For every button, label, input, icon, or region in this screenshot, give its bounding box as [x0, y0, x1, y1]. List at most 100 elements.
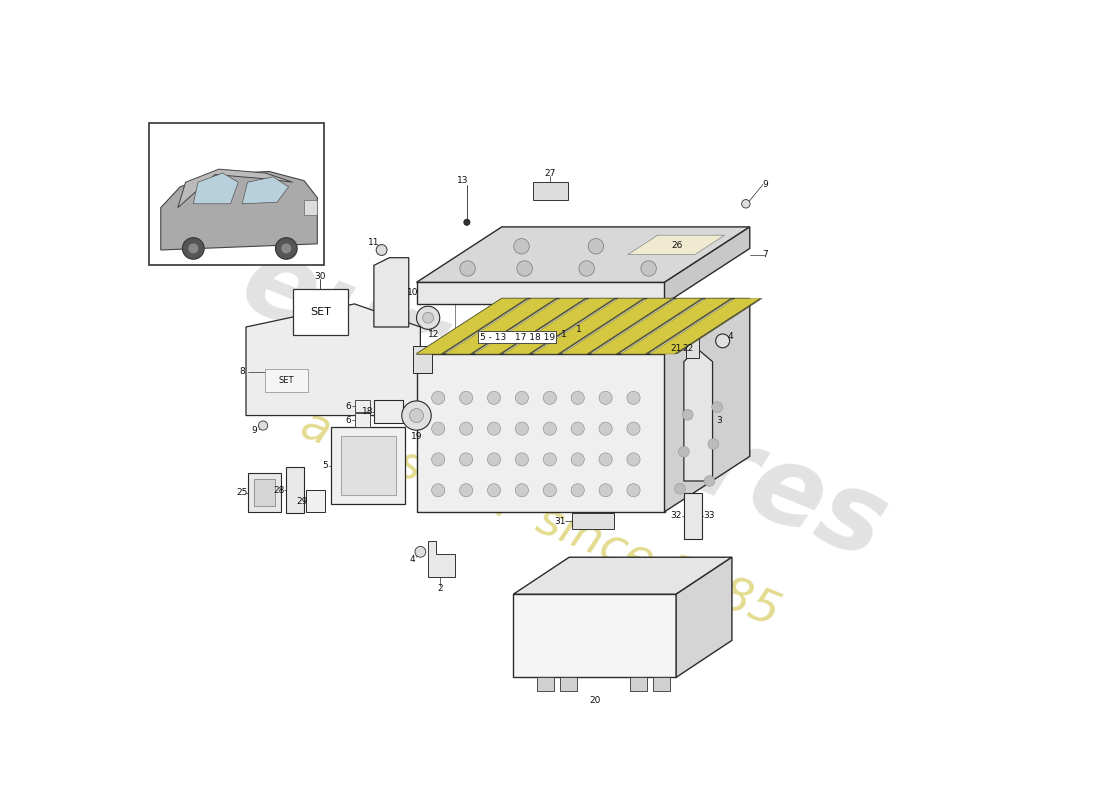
Text: 13: 13 — [458, 176, 469, 186]
Text: 2: 2 — [437, 584, 442, 594]
Circle shape — [741, 199, 750, 208]
Circle shape — [641, 261, 657, 276]
Text: 4: 4 — [410, 555, 416, 564]
Circle shape — [460, 453, 473, 466]
Polygon shape — [242, 177, 288, 204]
Circle shape — [679, 446, 690, 457]
Circle shape — [627, 391, 640, 404]
Circle shape — [704, 476, 715, 486]
Circle shape — [571, 453, 584, 466]
Polygon shape — [504, 298, 614, 354]
Polygon shape — [653, 678, 670, 691]
Text: 26: 26 — [671, 241, 683, 250]
Polygon shape — [246, 304, 420, 415]
Polygon shape — [616, 298, 704, 354]
Polygon shape — [293, 289, 349, 334]
Circle shape — [712, 402, 723, 413]
Polygon shape — [684, 349, 713, 481]
Circle shape — [543, 391, 557, 404]
Circle shape — [258, 421, 267, 430]
Circle shape — [487, 422, 500, 435]
Text: 33: 33 — [704, 511, 715, 520]
Text: 6: 6 — [345, 402, 351, 411]
Circle shape — [280, 243, 292, 254]
Polygon shape — [354, 414, 370, 427]
Polygon shape — [529, 298, 616, 354]
Circle shape — [674, 483, 685, 494]
Polygon shape — [417, 354, 664, 512]
Circle shape — [571, 422, 584, 435]
Circle shape — [600, 391, 613, 404]
Text: SET: SET — [279, 377, 295, 386]
Text: 7: 7 — [762, 250, 768, 259]
Polygon shape — [265, 370, 308, 393]
Text: eurospares: eurospares — [227, 226, 901, 582]
Polygon shape — [248, 474, 280, 512]
Circle shape — [183, 238, 205, 259]
Circle shape — [588, 238, 604, 254]
Circle shape — [464, 219, 470, 226]
Circle shape — [627, 422, 640, 435]
Text: 32: 32 — [670, 511, 682, 520]
Text: 22: 22 — [682, 344, 693, 353]
Text: 9: 9 — [762, 180, 768, 189]
Polygon shape — [307, 490, 326, 512]
Circle shape — [415, 546, 426, 558]
Polygon shape — [629, 678, 647, 691]
Text: 6: 6 — [345, 416, 351, 425]
Circle shape — [627, 453, 640, 466]
Circle shape — [600, 484, 613, 497]
Text: 19: 19 — [410, 432, 422, 441]
Polygon shape — [499, 298, 587, 354]
Circle shape — [422, 312, 433, 323]
Polygon shape — [646, 298, 733, 354]
Polygon shape — [572, 514, 614, 529]
Polygon shape — [417, 227, 750, 282]
Polygon shape — [354, 400, 370, 412]
Polygon shape — [514, 558, 732, 594]
Text: 25: 25 — [236, 488, 248, 497]
Circle shape — [487, 391, 500, 404]
Circle shape — [571, 484, 584, 497]
Circle shape — [600, 422, 613, 435]
Text: 30: 30 — [315, 272, 326, 281]
Text: 28: 28 — [274, 486, 285, 494]
Polygon shape — [150, 123, 323, 266]
Text: 4: 4 — [727, 332, 734, 341]
Polygon shape — [331, 427, 405, 504]
Polygon shape — [560, 678, 576, 691]
Circle shape — [409, 409, 424, 422]
Circle shape — [515, 453, 528, 466]
Text: 20: 20 — [590, 696, 601, 705]
Text: 1: 1 — [561, 330, 566, 339]
Polygon shape — [558, 298, 646, 354]
Polygon shape — [628, 235, 725, 254]
Polygon shape — [686, 331, 700, 358]
Circle shape — [543, 484, 557, 497]
Polygon shape — [441, 298, 529, 354]
Polygon shape — [514, 594, 676, 678]
Polygon shape — [562, 298, 672, 354]
Circle shape — [515, 391, 528, 404]
Circle shape — [460, 422, 473, 435]
Polygon shape — [428, 541, 455, 578]
Circle shape — [571, 391, 584, 404]
Circle shape — [487, 484, 500, 497]
Text: 1: 1 — [576, 325, 582, 334]
Circle shape — [431, 422, 444, 435]
Polygon shape — [374, 400, 403, 423]
Circle shape — [600, 453, 613, 466]
Text: 3: 3 — [716, 417, 722, 426]
Polygon shape — [161, 171, 317, 250]
Circle shape — [708, 438, 718, 450]
Circle shape — [487, 453, 500, 466]
Polygon shape — [374, 258, 409, 327]
Circle shape — [431, 391, 444, 404]
Circle shape — [517, 261, 532, 276]
Circle shape — [431, 484, 444, 497]
Polygon shape — [676, 558, 732, 678]
Polygon shape — [471, 298, 558, 354]
Polygon shape — [286, 467, 304, 514]
Circle shape — [543, 422, 557, 435]
Polygon shape — [446, 298, 556, 354]
